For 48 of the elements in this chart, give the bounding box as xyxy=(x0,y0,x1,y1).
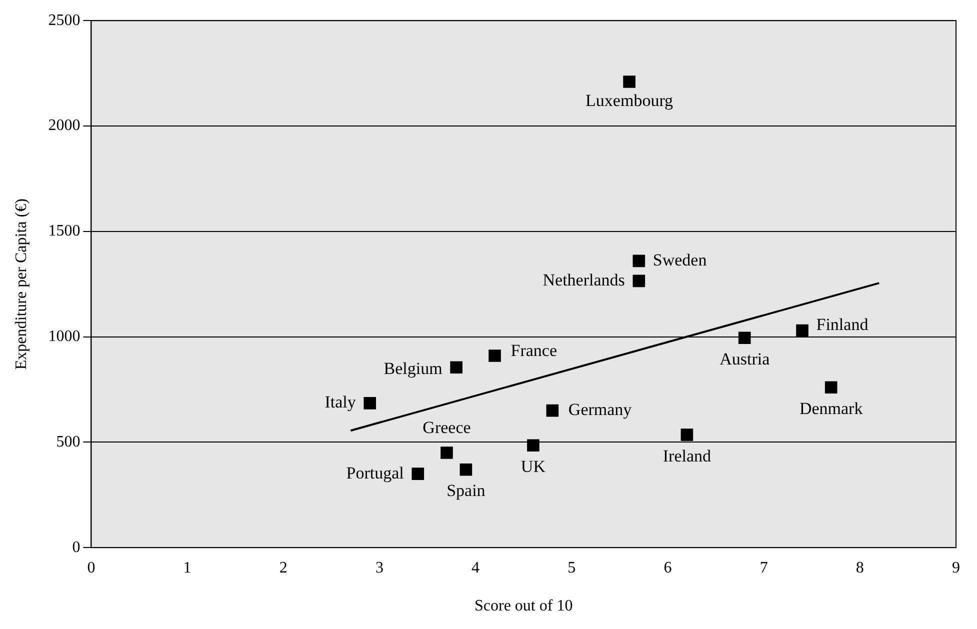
x-tick-label: 3 xyxy=(375,559,384,576)
x-tick-label: 7 xyxy=(760,559,768,576)
annotation: Germany xyxy=(568,400,632,420)
x-tick-label: 4 xyxy=(472,559,480,576)
x-tick-label: 2 xyxy=(279,559,288,576)
point xyxy=(450,361,462,374)
point xyxy=(460,463,472,476)
y-tick-label: 500 xyxy=(56,433,80,450)
annotation: Portugal xyxy=(346,463,404,482)
annotation: Austria xyxy=(720,349,770,368)
point xyxy=(440,446,453,459)
annotation: Greece xyxy=(422,418,471,438)
annotation: Ireland xyxy=(662,446,712,466)
x-tick-label: 9 xyxy=(952,559,960,576)
annotation: Denmark xyxy=(799,398,864,418)
y-tick-label: 1000 xyxy=(48,328,80,346)
y-tick-label: 0 xyxy=(72,538,80,556)
annotation: Sweden xyxy=(652,250,708,270)
annotation: Luxembourg xyxy=(586,91,674,110)
point xyxy=(632,274,646,288)
x-tick-label: 5 xyxy=(568,559,576,576)
y-tick-label: 2000 xyxy=(48,117,80,134)
x-tick-label: 6 xyxy=(664,559,672,576)
annotation: Belgium xyxy=(384,358,442,378)
point xyxy=(632,254,646,268)
annotation: France xyxy=(510,341,558,360)
annotation: Italy xyxy=(324,392,356,412)
point xyxy=(546,404,559,417)
point xyxy=(738,332,751,344)
y-tick-label: 1500 xyxy=(48,222,80,240)
point xyxy=(824,381,838,394)
point xyxy=(527,439,540,452)
annotation: Finland xyxy=(816,314,869,334)
x-axis-title: Score out of 10 xyxy=(474,598,573,615)
point xyxy=(364,397,376,410)
point xyxy=(680,428,694,441)
annotation: UK xyxy=(520,456,546,476)
annotation: Netherlands xyxy=(542,270,625,290)
x-tick-label: 8 xyxy=(856,559,864,576)
annotation: Spain xyxy=(446,481,486,500)
y-tick-label: 2500 xyxy=(48,12,80,29)
x-tick-label: 1 xyxy=(183,559,192,576)
point xyxy=(488,350,501,362)
point xyxy=(796,324,808,337)
x-tick-label: 0 xyxy=(87,559,96,576)
point xyxy=(623,76,636,88)
point xyxy=(412,468,424,480)
y-axis-title: Expenditure per Capita (€) xyxy=(12,198,30,370)
